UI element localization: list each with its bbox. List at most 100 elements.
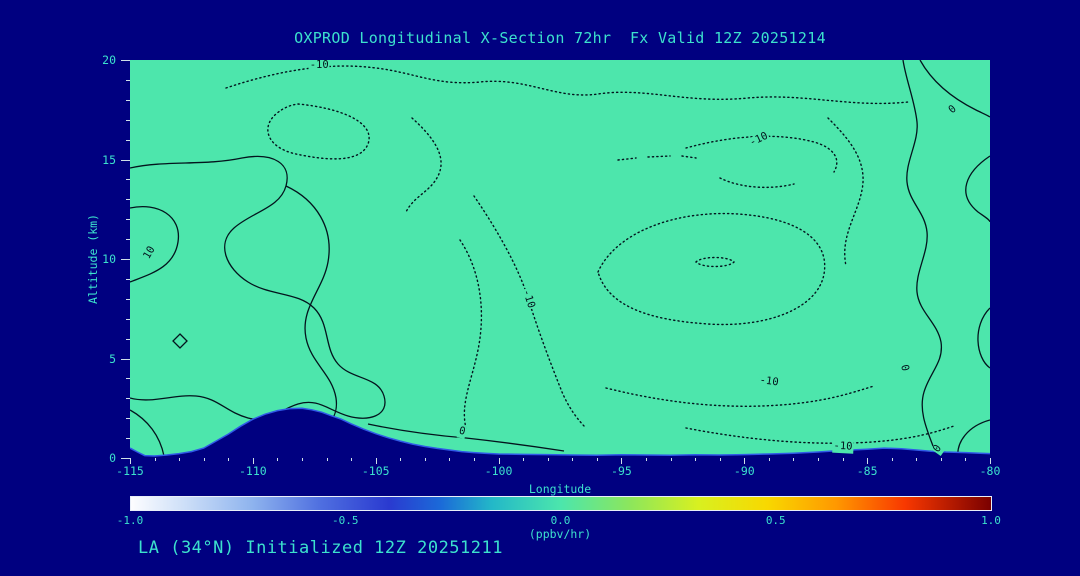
x-tick [793, 458, 795, 461]
x-tick-label: -110 [238, 464, 267, 478]
x-tick [375, 458, 377, 464]
contour-line-dotted [605, 385, 875, 407]
contour-line-dotted [685, 425, 955, 444]
x-tick [670, 458, 672, 461]
x-tick-label: -85 [856, 464, 878, 478]
contour-line-solid [902, 60, 943, 455]
y-tick [126, 179, 130, 181]
y-tick-label: 0 [109, 451, 116, 465]
y-tick [126, 298, 130, 300]
contour-line-dotted [685, 135, 838, 173]
colorbar-tick-label: 0.5 [765, 514, 786, 527]
y-tick-label: 20 [102, 53, 116, 67]
x-tick [891, 458, 893, 461]
x-tick-label: -105 [361, 464, 390, 478]
terrain-silhouette [130, 408, 990, 458]
x-tick [940, 458, 942, 461]
contour-line-solid [919, 60, 990, 118]
x-tick [842, 458, 844, 461]
y-tick-label: 10 [102, 252, 116, 266]
x-tick [547, 458, 549, 461]
y-tick [126, 378, 130, 380]
contour-label: -10 [308, 60, 330, 72]
x-axis-tick-labels: -115 -110 -105 -100 -95 -90 -85 -80 [116, 464, 1000, 478]
contour-plot-canvas [130, 60, 990, 458]
x-tick-label: -90 [733, 464, 755, 478]
contour-line-solid [285, 185, 338, 430]
contour-line-solid [965, 155, 990, 223]
contour-line-dotted [827, 117, 864, 267]
x-tick [818, 458, 819, 461]
x-tick-label: -115 [116, 464, 144, 478]
y-tick [121, 60, 130, 61]
contour-line-solid [367, 423, 565, 452]
x-tick [768, 458, 770, 461]
colorbar [130, 496, 992, 511]
x-tick [572, 458, 574, 461]
x-tick [326, 458, 328, 461]
contour-line-dotted [473, 195, 587, 429]
contour-line-dotted [267, 103, 370, 160]
init-annotation: LA (34°N) Initialized 12Z 20251211 [138, 538, 503, 558]
y-tick [126, 318, 130, 320]
y-tick [126, 418, 130, 420]
x-tick [179, 458, 181, 461]
x-tick [277, 458, 279, 461]
contour-line-dotted [597, 212, 826, 326]
chart-title: OXPROD Longitudinal X-Section 72hr Fx Va… [294, 29, 826, 47]
colorbar-gradient [131, 497, 991, 510]
colorbar-tick-labels: -1.0 -0.5 0.0 0.5 1.0 [117, 514, 1001, 527]
y-axis-tick-labels: 0 5 10 15 20 [88, 53, 116, 465]
colorbar-units-label: (ppbv/hr) [528, 527, 592, 541]
y-tick [121, 358, 130, 360]
contour-line-dotted [405, 117, 442, 213]
y-tick-label: 15 [102, 152, 116, 167]
x-tick [596, 458, 598, 461]
x-axis-title: Longitude [528, 482, 592, 496]
colorbar-tick-label: -0.5 [332, 514, 359, 527]
y-tick [126, 119, 130, 121]
x-axis-ticks [130, 458, 991, 465]
contour-line-dotted [695, 256, 735, 268]
x-tick [646, 458, 647, 461]
contour-line-dotted [719, 177, 795, 189]
contour-line-solid [130, 155, 386, 421]
x-tick [695, 458, 697, 461]
x-tick-label: -80 [979, 464, 1001, 478]
y-tick [121, 458, 130, 459]
y-tick [126, 199, 130, 201]
y-tick-label: 5 [109, 351, 116, 366]
colorbar-tick-label: 1.0 [981, 514, 1001, 527]
x-tick [744, 458, 746, 464]
x-tick [474, 458, 475, 461]
y-tick [121, 259, 130, 260]
y-tick [126, 79, 130, 81]
y-tick [126, 338, 130, 340]
x-tick [252, 458, 254, 464]
y-tick [126, 438, 130, 440]
y-axis-ticks [121, 60, 130, 459]
contour-line-dotted [617, 155, 697, 161]
x-tick [130, 458, 131, 464]
y-tick [126, 239, 130, 241]
y-tick [121, 159, 130, 161]
x-tick-label: -95 [611, 464, 632, 478]
x-tick [302, 458, 303, 461]
contour-label: -10 [831, 439, 854, 454]
x-tick [498, 458, 500, 464]
x-tick [351, 458, 353, 461]
x-tick [916, 458, 918, 461]
contour-line-dotted [459, 239, 483, 429]
contour-line-solid [977, 307, 990, 369]
contour-line-solid [172, 333, 188, 349]
x-tick [449, 458, 451, 461]
contour-line-solid [130, 409, 165, 457]
colorbar-tick-label: 0.0 [550, 514, 571, 527]
plot-area: -10 0 10 -10 -10 -10 0 0 -10 0 [130, 60, 990, 458]
x-tick [424, 458, 426, 461]
y-tick [126, 99, 130, 101]
y-tick [126, 219, 130, 221]
x-tick [228, 458, 230, 461]
x-tick [203, 458, 205, 461]
